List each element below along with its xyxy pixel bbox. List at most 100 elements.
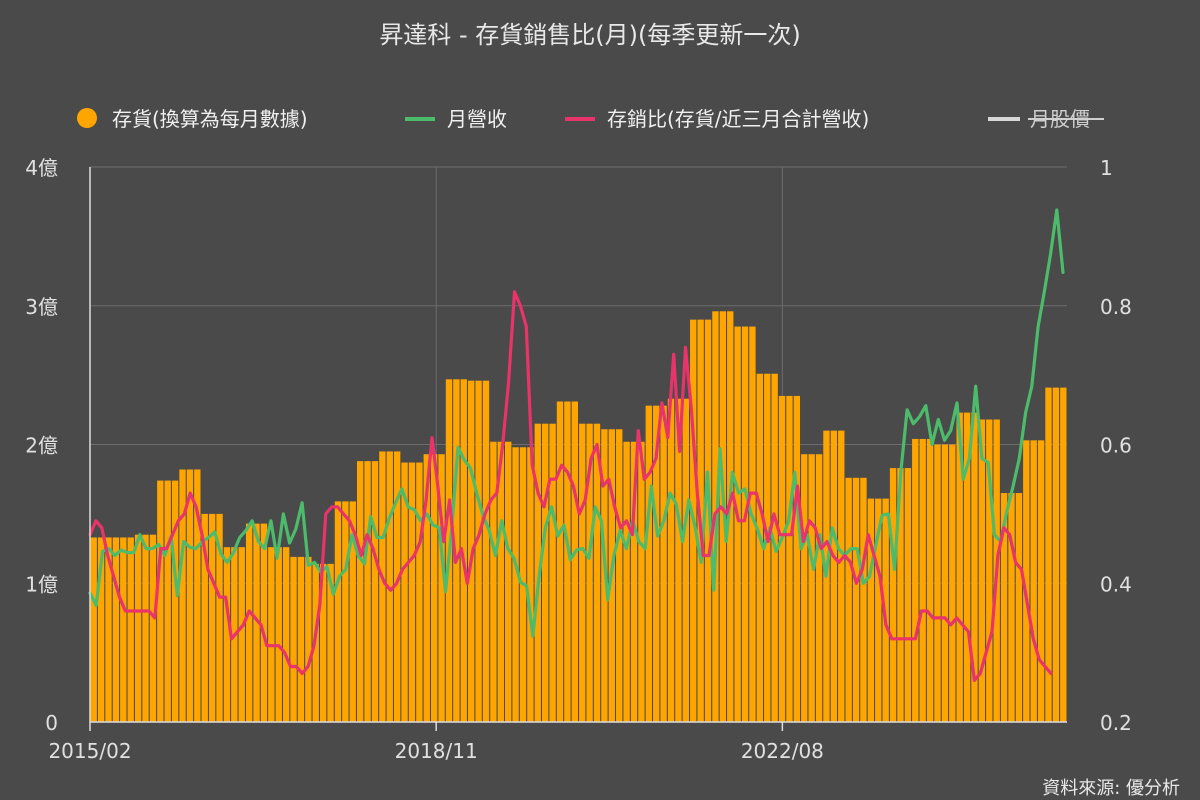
inventory-bar [512, 447, 519, 722]
inventory-bar [904, 468, 912, 722]
inventory-bar [194, 469, 201, 722]
inventory-bar [867, 498, 875, 722]
inventory-bar [564, 401, 571, 722]
inventory-bar [142, 534, 149, 722]
inventory-bar [149, 534, 157, 722]
inventory-bar [645, 405, 652, 722]
inventory-bar [579, 423, 586, 722]
inventory-bar [764, 373, 771, 722]
series-lines [88, 208, 1065, 683]
inventory-bar [616, 429, 623, 722]
inventory-bar [1023, 440, 1030, 722]
inventory-bar [749, 326, 756, 722]
inventory-bar [756, 373, 764, 722]
inventory-bar [956, 412, 963, 722]
inventory-bar [356, 461, 364, 722]
y-right-tick-label: 0.4 [1100, 572, 1132, 596]
inventory-bar [134, 534, 142, 722]
ratio-line [88, 290, 1053, 683]
inventory-bar [127, 537, 134, 722]
inventory-bar [875, 498, 882, 722]
inventory-bar [727, 311, 734, 722]
inventory-bar [497, 441, 504, 722]
source-note: 資料來源: 優分析 [1042, 778, 1180, 799]
chart-title: 昇達科 - 存貨銷售比(月)(每季更新一次) [379, 21, 800, 49]
inventory-bar [282, 547, 290, 722]
legend-label-ratio: 存銷比(存貨/近三月合計營收) [607, 107, 869, 131]
inventory-bar [1060, 387, 1067, 722]
inventory-bar [297, 556, 305, 722]
inventory-bar [1000, 493, 1008, 722]
inventory-bar [208, 513, 216, 723]
y-left-tick-label: 3億 [25, 295, 58, 319]
inventory-bar [460, 379, 467, 722]
inventory-bar [371, 461, 379, 722]
inventory-bar [889, 468, 897, 722]
inventory-bar [120, 537, 127, 722]
inventory-bar [201, 513, 208, 723]
y-left-tick-label: 1億 [25, 572, 58, 596]
inventory-bar [1015, 493, 1023, 722]
inventory-bar [852, 477, 860, 722]
inventory-bar [845, 477, 852, 722]
inventory-bar [704, 319, 712, 723]
inventory-bar [490, 441, 497, 722]
y-right-tick-label: 1 [1100, 156, 1113, 180]
inventory-bar [268, 547, 275, 722]
inventory-bar [105, 537, 112, 722]
inventory-bar [949, 444, 956, 722]
inventory-bar [179, 469, 186, 722]
x-tick-label: 2018/11 [395, 739, 478, 763]
inventory-bar [897, 468, 904, 722]
inventory-bar [438, 454, 445, 722]
y-right-tick-label: 0.2 [1100, 711, 1132, 735]
inventory-bar [838, 430, 845, 723]
inventory-bar [216, 513, 223, 723]
inventory-bar [912, 438, 919, 722]
inventory-bar [171, 480, 179, 722]
inventory-bar [157, 480, 164, 722]
inventory-bar [112, 537, 120, 722]
legend-item-price[interactable]: 月股價 [988, 107, 1104, 131]
y-left-tick-label: 2億 [25, 434, 58, 458]
inventory-bar [319, 563, 327, 722]
inventory-bar [963, 412, 971, 722]
inventory-bar [830, 430, 838, 723]
inventory-bar [926, 438, 934, 722]
legend: 存貨(換算為每月數據) 月營收 存銷比(存貨/近三月合計營收) 月股價 [77, 107, 1104, 131]
inventory-bar [719, 311, 727, 722]
inventory-bar [638, 441, 645, 722]
inventory-bar [379, 451, 386, 722]
inventory-bar [741, 326, 749, 722]
legend-item-inventory[interactable]: 存貨(換算為每月數據) [77, 107, 308, 131]
inventory-bar [586, 423, 593, 722]
inventory-bar [408, 462, 416, 722]
inventory-bar [1037, 440, 1045, 722]
inventory-bar [482, 380, 490, 722]
inventory-bar [275, 547, 282, 722]
inventory-bar [327, 563, 334, 722]
inventory-bar [305, 556, 312, 722]
x-tick-label: 2015/02 [48, 739, 131, 763]
inventory-bar [978, 419, 986, 722]
inventory-bar [401, 462, 408, 722]
inventory-bar [416, 462, 423, 722]
inventory-bar [1008, 493, 1015, 722]
inventory-bar [342, 501, 349, 722]
legend-item-ratio[interactable]: 存銷比(存貨/近三月合計營收) [565, 107, 869, 131]
inventory-bar [934, 444, 941, 722]
inventory-bar [808, 454, 815, 722]
axes: 0 1億 2億 3億 4億 0.2 0.4 0.6 0.8 1 2015/02 2018/11 2022… [25, 156, 1132, 763]
inventory-bar [542, 423, 549, 722]
legend-item-revenue[interactable]: 月營收 [405, 107, 507, 131]
inventory-bar [630, 441, 638, 722]
inventory-bar [186, 469, 194, 722]
x-tick-label: 2022/08 [741, 739, 824, 763]
inventory-bar [97, 537, 105, 722]
inventory-bar [393, 451, 401, 722]
inventory-bar [245, 523, 253, 722]
inventory-bar [364, 461, 371, 722]
legend-label-inventory: 存貨(換算為每月數據) [112, 107, 308, 131]
